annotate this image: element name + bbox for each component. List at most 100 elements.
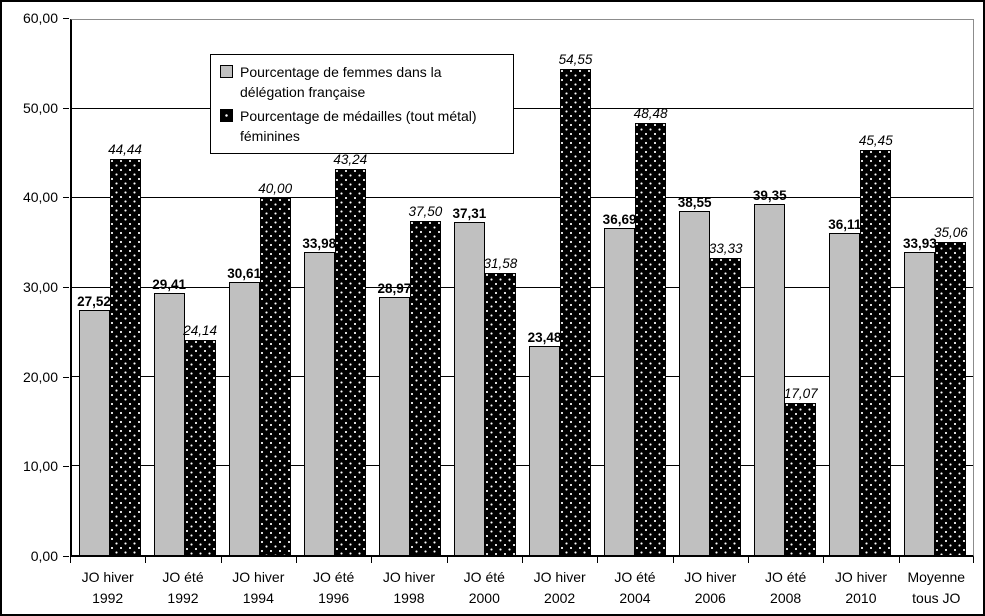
bar-value-label: 38,55 [677, 195, 712, 211]
bar-group: 28,97 37,50 [372, 20, 447, 555]
legend-label: Pourcentage de femmes dans la délégation… [240, 64, 442, 100]
x-axis-label: JO été 2008 [764, 569, 807, 606]
bar-value-label: 44,44 [108, 141, 142, 157]
bar-value-label: 40,00 [258, 181, 293, 197]
legend-label: Pourcentage de médailles (tout métal) fé… [240, 108, 477, 144]
bar-series1: 39,35 [753, 188, 787, 555]
bar-series2: 54,55 [559, 52, 592, 555]
x-axis-label: JO hiver 1998 [382, 569, 436, 606]
gridline [72, 464, 973, 466]
y-axis-tick [63, 107, 69, 109]
bar-group: 33,98 43,24 [297, 20, 372, 555]
gridline [72, 286, 973, 288]
x-axis-ticks [70, 557, 974, 563]
x-axis-tick [823, 557, 824, 563]
bar-value-label: 17,07 [783, 385, 818, 401]
bar-group: 29,41 24,14 [147, 20, 222, 555]
x-axis-label: JO hiver 1994 [232, 569, 285, 606]
y-axis-tick [63, 466, 69, 468]
bar-group: 33,93 35,06 [898, 20, 973, 555]
x-axis-tick [447, 557, 448, 563]
x-axis-tick [597, 557, 598, 563]
bar-series1: 28,97 [377, 281, 411, 555]
x-axis-label: JO hiver 1992 [81, 569, 134, 606]
bar-value-label: 31,58 [483, 256, 518, 272]
bar-value-label: 35,06 [933, 225, 968, 241]
legend-swatch-series1-icon [220, 65, 233, 78]
gridline [72, 197, 973, 199]
bar-group: 23,48 54,55 [522, 20, 597, 555]
bar-series1: 30,61 [227, 266, 261, 555]
bar-group: 38,55 33,33 [673, 20, 748, 555]
bar-groups: 27,52 44,44 29,41 24,14 30,61 40,00 33,98 43,24… [72, 20, 973, 555]
bar-series2: 43,24 [333, 152, 367, 555]
gridline [72, 108, 973, 110]
bar-series2: 24,14 [183, 323, 217, 555]
bar-series1: 36,69 [603, 212, 636, 555]
bar-value-label: 24,14 [183, 322, 218, 338]
bar-group: 36,69 48,48 [598, 20, 673, 555]
x-axis-tick [70, 557, 71, 563]
bar-series2: 48,48 [634, 106, 667, 555]
x-axis-tick [522, 557, 523, 563]
x-axis-tick [973, 557, 974, 563]
bar-series2: 17,07 [784, 386, 818, 555]
bar-value-label: 33,93 [902, 236, 937, 252]
y-axis-tick [63, 18, 69, 19]
bar-series1: 37,31 [453, 206, 486, 555]
bar-group: 27,52 44,44 [72, 20, 147, 555]
y-axis-label: 10,00 [22, 458, 58, 475]
bar-value-label: 37,31 [452, 206, 487, 222]
bar-series1: 33,98 [302, 236, 336, 555]
bar-value-label: 29,41 [152, 276, 187, 292]
x-axis-label: Moyenne tous JO [907, 569, 966, 606]
bar-series2: 37,50 [408, 204, 442, 555]
bar-value-label: 27,52 [77, 293, 111, 309]
x-axis-tick [673, 557, 674, 563]
x-axis-tick [748, 557, 749, 563]
x-axis-label: JO été 1992 [162, 569, 204, 606]
x-axis-label: JO hiver 2010 [834, 569, 887, 606]
y-axis-label: 50,00 [22, 99, 58, 116]
y-axis-label: 20,00 [22, 368, 58, 385]
bar-series1: 38,55 [678, 195, 712, 555]
bar-group: 30,61 40,00 [222, 20, 297, 555]
bar-group: 36,11 45,45 [823, 20, 898, 555]
y-axis-label: 30,00 [22, 279, 58, 295]
y-axis-tick [63, 287, 69, 288]
x-axis-tick [899, 557, 900, 563]
bar-value-label: 28,97 [377, 280, 412, 296]
bar-value-label: 33,98 [302, 236, 337, 252]
bar-value-label: 54,55 [558, 51, 593, 67]
bar-value-label: 33,33 [708, 240, 743, 256]
bar-value-label: 36,69 [602, 211, 637, 227]
y-axis-tick [63, 197, 69, 199]
bar-value-label: 30,61 [227, 266, 262, 282]
bar-value-label: 43,24 [333, 152, 368, 168]
bar-series1: 36,11 [828, 217, 861, 555]
bar-group: 39,35 17,07 [748, 20, 823, 555]
y-axis-tick [63, 556, 69, 557]
x-axis-tick [221, 557, 222, 563]
y-axis-label: 0,00 [30, 548, 58, 564]
legend: Pourcentage de femmes dans la délégation… [210, 54, 514, 154]
bar-group: 37,31 31,58 [447, 20, 522, 555]
bar-value-label: 48,48 [633, 105, 668, 121]
x-axis-tick [296, 557, 297, 563]
x-axis-label: JO été 2004 [614, 569, 656, 606]
bar-series2: 35,06 [934, 225, 968, 555]
x-axis-label: JO hiver 2002 [533, 569, 586, 606]
legend-swatch-series2-icon [220, 109, 233, 122]
x-axis-tick [145, 557, 146, 563]
bar-series2: 33,33 [709, 241, 743, 555]
bar-series2: 40,00 [258, 181, 292, 555]
bar-series2: 31,58 [484, 256, 517, 555]
bar-series1: 27,52 [77, 294, 111, 555]
bar-series1: 29,41 [152, 277, 186, 555]
x-axis-tick [371, 557, 372, 563]
bar-value-label: 23,48 [527, 329, 562, 345]
bar-value-label: 45,45 [858, 132, 893, 148]
y-axis-label: 60,00 [22, 10, 58, 26]
bar-value-label: 39,35 [752, 188, 787, 204]
